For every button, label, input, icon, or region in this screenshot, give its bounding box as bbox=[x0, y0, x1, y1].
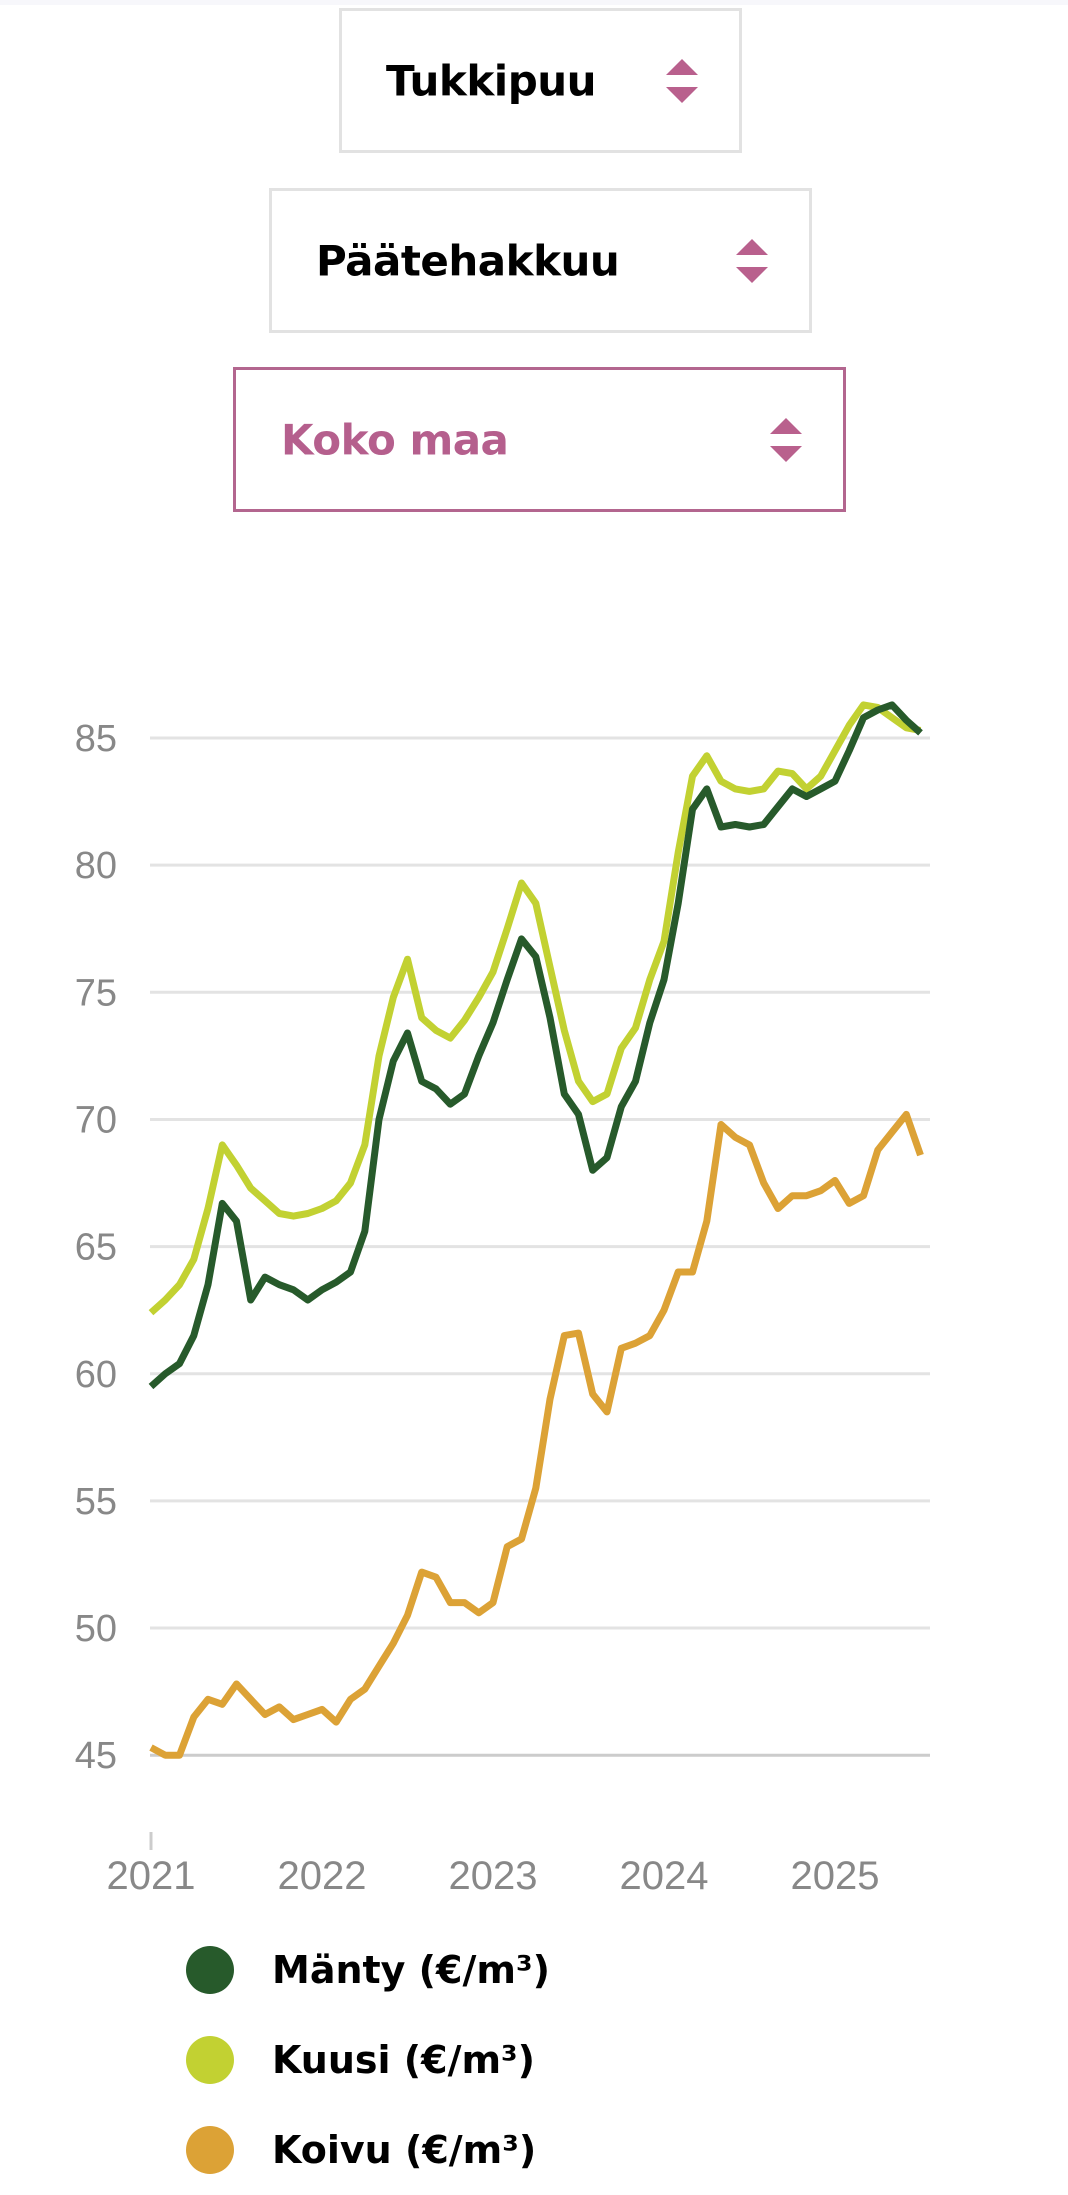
price-line-chart: 45 50 55 60 65 70 75 80 85 2021 2022 2023 2024 2025 bbox=[75, 701, 930, 1898]
y-tick-label: 75 bbox=[75, 972, 117, 1014]
y-tick-label: 85 bbox=[75, 718, 117, 760]
legend-label: Mänty (€/m³) bbox=[272, 1948, 550, 1992]
cutting-type-select-value: Päätehakkuu bbox=[316, 236, 620, 285]
x-tick-label: 2025 bbox=[791, 1854, 880, 1898]
region-select-value: Koko maa bbox=[281, 415, 509, 464]
y-tick-label: 65 bbox=[75, 1227, 117, 1269]
legend-label: Koivu (€/m³) bbox=[272, 2128, 537, 2172]
y-tick-label: 80 bbox=[75, 845, 117, 887]
legend-dot-manty-icon bbox=[186, 1946, 234, 1994]
sort-arrows-icon bbox=[666, 58, 698, 103]
legend-item-koivu[interactable]: Koivu (€/m³) bbox=[186, 2105, 550, 2195]
cutting-type-select[interactable]: Päätehakkuu bbox=[269, 188, 812, 333]
y-axis-ticks: 45 50 55 60 65 70 75 80 85 bbox=[75, 718, 117, 1777]
top-strip bbox=[0, 0, 1068, 5]
y-tick-label: 50 bbox=[75, 1608, 117, 1650]
y-tick-label: 60 bbox=[75, 1354, 117, 1396]
series-line-manty bbox=[148, 701, 923, 1390]
legend-dot-koivu-icon bbox=[186, 2126, 234, 2174]
assortment-select-value: Tukkipuu bbox=[386, 56, 597, 105]
x-tick-label: 2022 bbox=[278, 1854, 367, 1898]
y-tick-label: 55 bbox=[75, 1481, 117, 1523]
legend-label: Kuusi (€/m³) bbox=[272, 2038, 536, 2082]
sort-arrows-icon bbox=[736, 238, 768, 283]
series-line-koivu bbox=[149, 1110, 924, 1759]
region-select[interactable]: Koko maa bbox=[233, 367, 846, 512]
legend-item-kuusi[interactable]: Kuusi (€/m³) bbox=[186, 2015, 550, 2105]
legend-item-manty[interactable]: Mänty (€/m³) bbox=[186, 1925, 550, 2015]
x-axis-ticks: 2021 2022 2023 2024 2025 bbox=[107, 1832, 880, 1898]
assortment-select[interactable]: Tukkipuu bbox=[339, 8, 742, 153]
grid-lines bbox=[150, 736, 930, 1757]
x-tick-label: 2024 bbox=[620, 1854, 709, 1898]
sort-arrows-icon bbox=[770, 417, 802, 462]
y-tick-label: 70 bbox=[75, 1099, 117, 1141]
y-tick-label: 45 bbox=[75, 1735, 117, 1777]
series-lines bbox=[148, 701, 924, 1759]
chart-legend: Mänty (€/m³) Kuusi (€/m³) Koivu (€/m³) bbox=[186, 1925, 550, 2195]
x-tick-label: 2021 bbox=[107, 1854, 196, 1898]
series-line-kuusi bbox=[148, 701, 922, 1316]
legend-dot-kuusi-icon bbox=[186, 2036, 234, 2084]
x-tick-label: 2023 bbox=[449, 1854, 538, 1898]
